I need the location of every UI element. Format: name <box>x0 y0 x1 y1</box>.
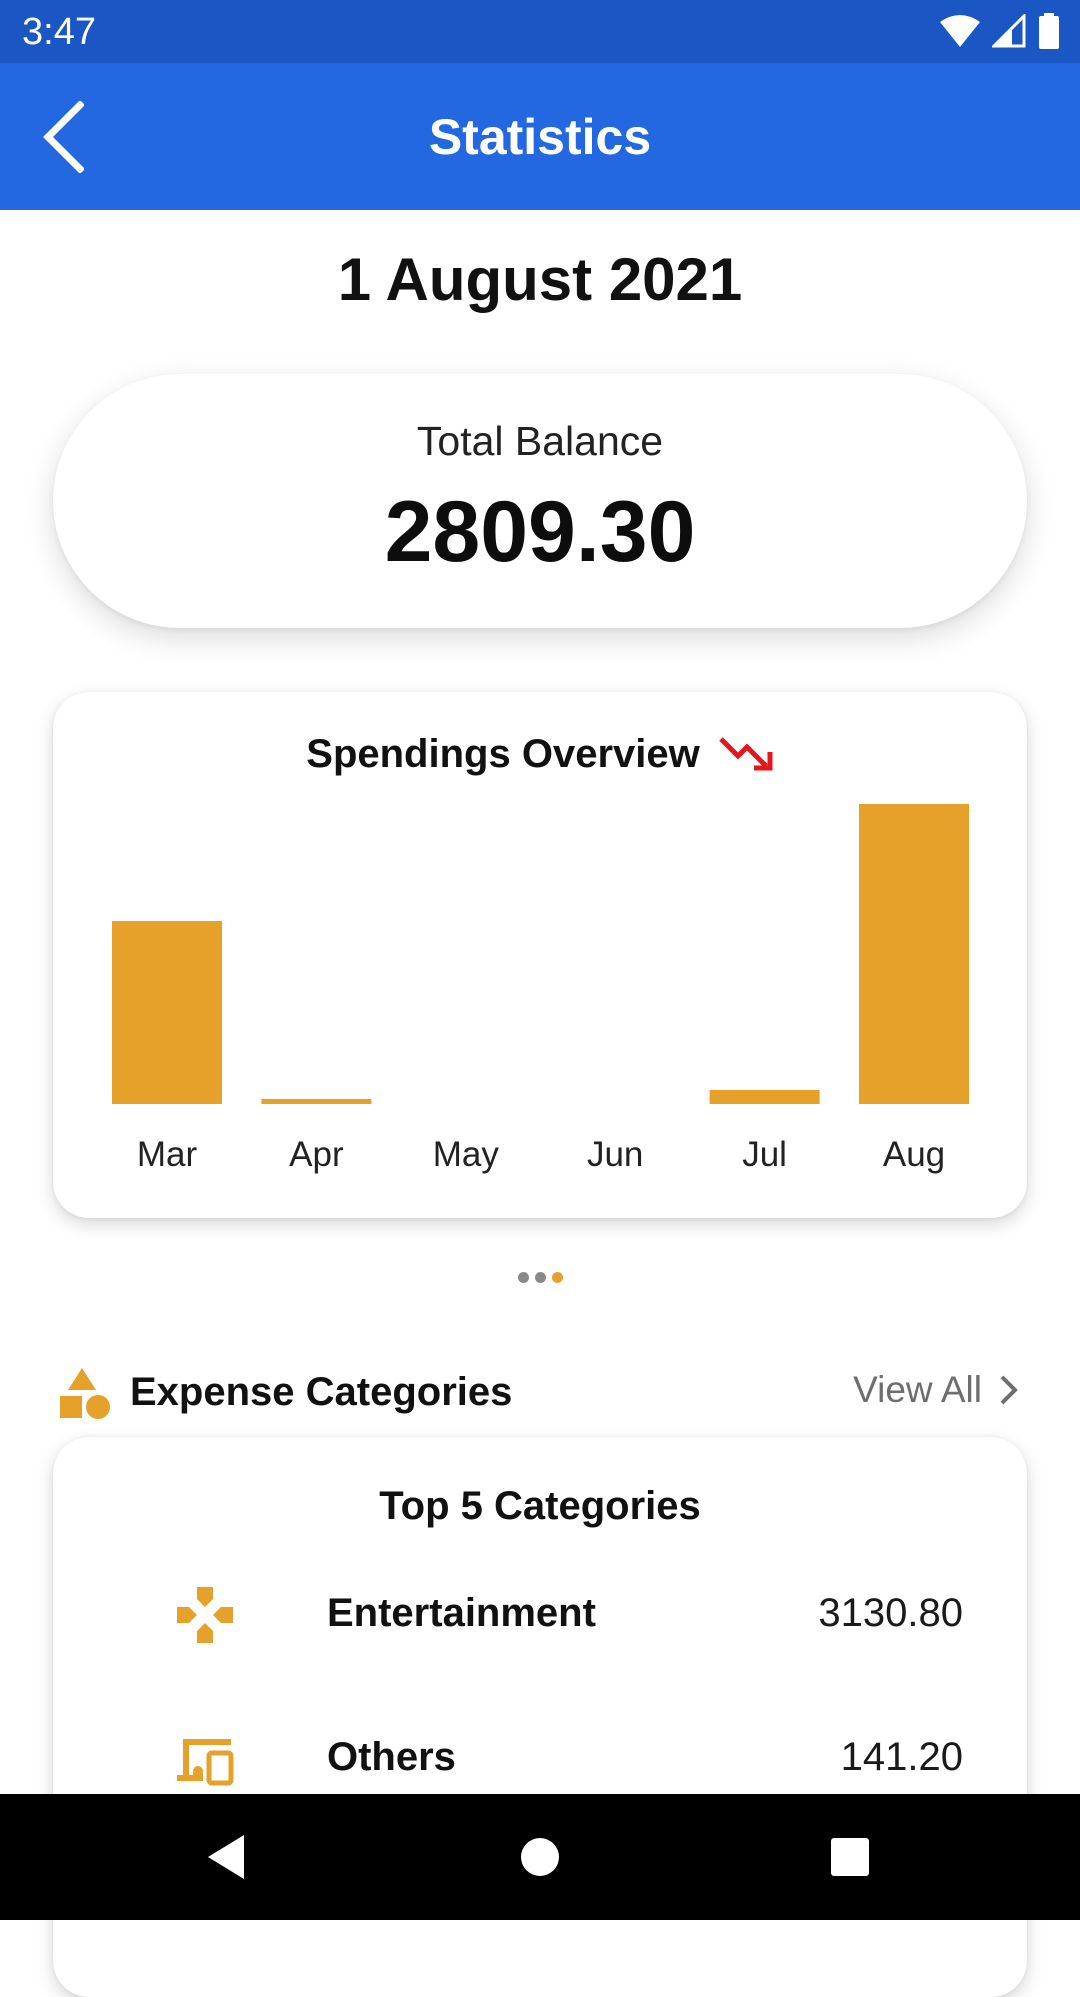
chart-tick-label: Apr <box>289 1135 344 1174</box>
chart-tick-label: May <box>433 1135 500 1174</box>
category-amount: 141.20 <box>840 1735 963 1779</box>
gamepad-icon <box>177 1587 233 1643</box>
category-row[interactable]: Others 141.20 <box>173 1721 963 1793</box>
devices-icon <box>177 1739 234 1786</box>
app-bar: Statistics <box>0 63 1080 210</box>
pager-dot[interactable] <box>517 1272 529 1283</box>
system-navigation-bar <box>0 1794 1080 1920</box>
status-time: 3:47 <box>22 11 96 53</box>
pager-dot[interactable] <box>534 1272 546 1283</box>
category-amount: 3130.80 <box>818 1591 963 1635</box>
category-name: Entertainment <box>327 1591 596 1635</box>
balance-value: 2809.30 <box>384 484 696 580</box>
wifi-icon <box>940 15 980 47</box>
chevron-right-icon <box>1000 1375 1018 1405</box>
balance-label: Total Balance <box>416 418 664 464</box>
spendings-title-row: Spendings Overview <box>53 728 1027 780</box>
top-categories-title: Top 5 Categories <box>379 1484 701 1528</box>
date-heading: 1 August 2021 <box>337 246 743 313</box>
expense-categories-header: Expense Categories View All <box>58 1362 1020 1424</box>
spendings-chart: Mar Apr May Jun Jul Aug <box>112 804 969 1174</box>
status-icons <box>940 13 1060 49</box>
chart-bar-mar <box>112 921 222 1104</box>
chart-tick-label: Aug <box>883 1135 945 1174</box>
signal-icon <box>992 14 1026 48</box>
home-circle-icon[interactable] <box>510 1827 570 1887</box>
view-all-button[interactable]: View All <box>853 1364 1020 1416</box>
back-button[interactable] <box>40 99 110 175</box>
trending-down-icon <box>718 737 773 771</box>
recents-square-icon[interactable] <box>820 1827 880 1887</box>
chart-tick-label: Mar <box>137 1135 198 1174</box>
chart-pager <box>0 1272 1080 1284</box>
spendings-overview-card[interactable]: Mar Apr May Jun Jul Aug Spendings Overview <box>53 692 1027 1218</box>
chart-tick-label: Jun <box>587 1135 643 1174</box>
section-title: Expense Categories <box>130 1370 513 1414</box>
chevron-left-icon <box>43 101 84 173</box>
shapes-icon <box>60 1368 110 1419</box>
back-triangle-icon[interactable] <box>200 1827 260 1887</box>
page-title: Statistics <box>428 109 652 165</box>
chart-bar-aug <box>859 804 969 1104</box>
pager-dot-active[interactable] <box>551 1272 563 1283</box>
battery-icon <box>1039 13 1059 49</box>
chart-bar-jul <box>709 1090 820 1104</box>
chart-bar-apr <box>261 1099 372 1104</box>
category-name: Others <box>327 1735 456 1779</box>
category-row[interactable]: Entertainment 3130.80 <box>173 1577 963 1649</box>
spendings-title: Spendings Overview <box>306 732 700 776</box>
status-bar: 3:47 <box>0 0 1080 63</box>
total-balance-card: Total Balance 2809.30 <box>53 374 1027 628</box>
view-all-label: View All <box>853 1369 982 1410</box>
chart-tick-label: Jul <box>742 1135 787 1174</box>
